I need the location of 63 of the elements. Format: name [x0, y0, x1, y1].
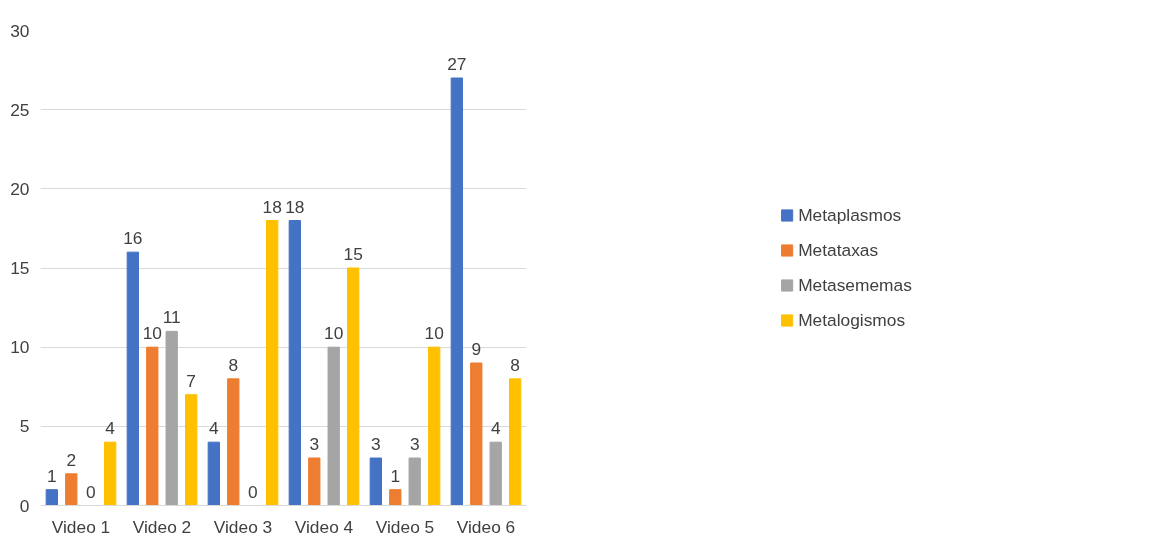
data-label: 4	[209, 418, 220, 439]
bar	[389, 489, 402, 506]
bar	[45, 489, 59, 506]
data-label: 27	[447, 54, 467, 74]
data-label: 4	[490, 418, 501, 439]
data-label: 8	[228, 354, 239, 375]
data-label: 3	[309, 434, 320, 454]
data-label: 8	[510, 354, 520, 375]
x-tick-label: Video 2	[132, 516, 192, 537]
data-label: 9	[471, 339, 482, 359]
data-label: 1	[47, 465, 57, 486]
x-tick-label: Video 4	[294, 516, 354, 537]
x-tick-label: Video 1	[51, 516, 111, 537]
bar	[489, 441, 502, 506]
bar	[227, 378, 240, 506]
data-label: 0	[247, 481, 258, 502]
legend-label: Metataxas	[798, 239, 879, 261]
bar	[165, 330, 178, 506]
bar	[427, 346, 441, 506]
bar	[450, 77, 464, 506]
bar	[103, 441, 117, 506]
x-tick-label: Video 5	[375, 516, 435, 537]
y-tick-label: 5	[19, 416, 30, 437]
y-tick-label: 20	[10, 178, 30, 199]
data-label: 3	[371, 434, 381, 454]
bar	[265, 220, 279, 506]
legend-label: Metasememas	[798, 274, 912, 296]
data-label: 2	[66, 449, 77, 470]
y-tick-label: 15	[10, 258, 30, 278]
y-tick-label: 10	[10, 337, 30, 358]
x-tick-label: Video 6	[456, 516, 516, 537]
x-tick-label: Video 3	[213, 516, 273, 537]
bar	[327, 346, 340, 506]
legend-label: Metaplasmos	[798, 204, 902, 226]
bar	[207, 441, 221, 506]
bar	[408, 457, 421, 506]
bar	[369, 457, 383, 506]
data-label: 10	[424, 323, 444, 344]
bar	[508, 378, 522, 506]
data-label: 10	[324, 323, 344, 344]
bar	[184, 394, 198, 506]
data-label: 3	[409, 434, 420, 454]
bar	[470, 362, 483, 506]
bar	[65, 473, 78, 506]
data-label: 0	[85, 481, 96, 502]
bar	[346, 267, 360, 506]
data-label: 11	[162, 307, 181, 328]
y-tick-label: 25	[10, 99, 30, 120]
y-tick-label: 0	[19, 495, 30, 516]
data-label: 18	[285, 196, 305, 217]
y-tick-label: 30	[10, 20, 30, 41]
bar	[308, 457, 321, 506]
data-label: 1	[390, 465, 401, 486]
data-label: 7	[186, 370, 196, 391]
bar	[288, 220, 302, 506]
data-label: 18	[262, 196, 282, 217]
data-label: 15	[343, 244, 363, 264]
legend-label: Metalogismos	[798, 309, 906, 331]
bar	[126, 251, 140, 506]
data-label: 4	[105, 418, 116, 439]
bar	[146, 346, 159, 506]
data-label: 10	[142, 323, 162, 344]
data-label: 16	[123, 228, 143, 249]
